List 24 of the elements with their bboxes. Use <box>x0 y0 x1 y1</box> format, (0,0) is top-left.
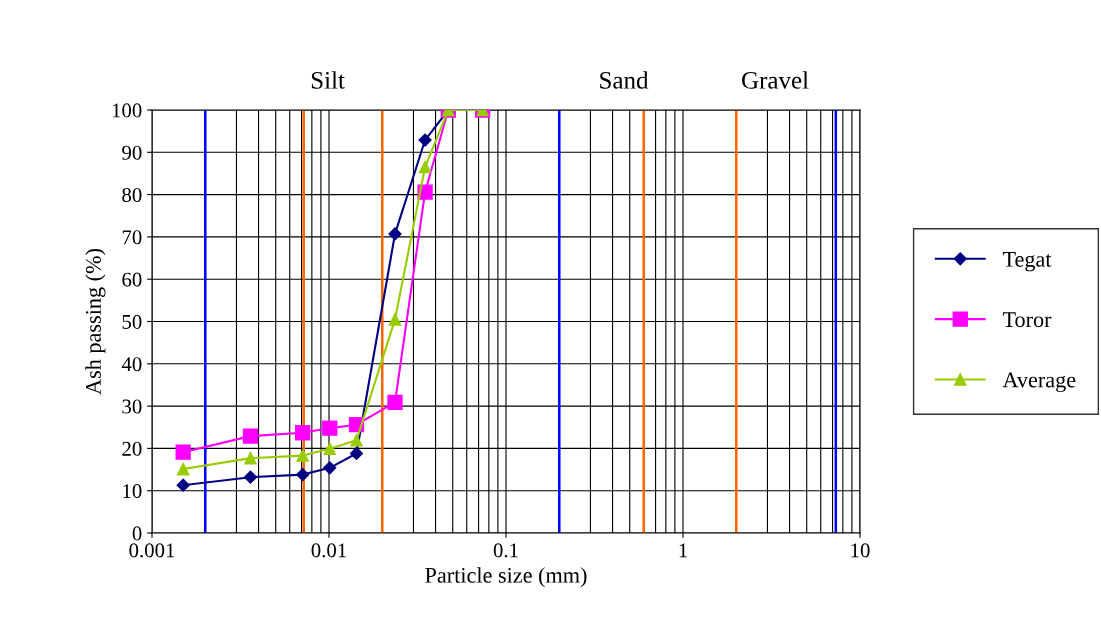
y-tick-label: 30 <box>122 399 142 414</box>
text: Sand <box>600 71 649 89</box>
y-tick-label: 10 <box>123 484 142 499</box>
x-axis-title: Particle size (mm) <box>425 567 587 588</box>
y-tick-label: 40 <box>121 357 142 372</box>
y-tick-label: 90 <box>122 145 142 160</box>
y-tick-label: 60 <box>122 272 142 287</box>
y-tick-label: 0 <box>132 526 142 541</box>
legend-label: Tegat <box>1002 252 1052 272</box>
legend-label: Toror <box>1002 312 1052 328</box>
y-tick-label: 20 <box>122 441 142 456</box>
x-tick-label: 0.1 <box>493 543 518 558</box>
legend-label: Average <box>1002 372 1076 392</box>
x-tick-label: 10 <box>851 543 870 558</box>
x-tick-label: 1 <box>679 543 687 558</box>
y-tick-label: 70 <box>122 230 142 245</box>
y-tick-label: 80 <box>122 187 142 203</box>
text: Silt <box>311 71 345 89</box>
y-axis-title: Ash passing (%) <box>85 249 106 395</box>
x-tick-label: 0.001 <box>129 543 175 558</box>
text: Gravel <box>742 71 809 89</box>
y-tick-label: 50 <box>122 314 142 329</box>
x-tick-label: 0.01 <box>311 543 346 558</box>
y-tick-label: 100 <box>112 103 142 118</box>
